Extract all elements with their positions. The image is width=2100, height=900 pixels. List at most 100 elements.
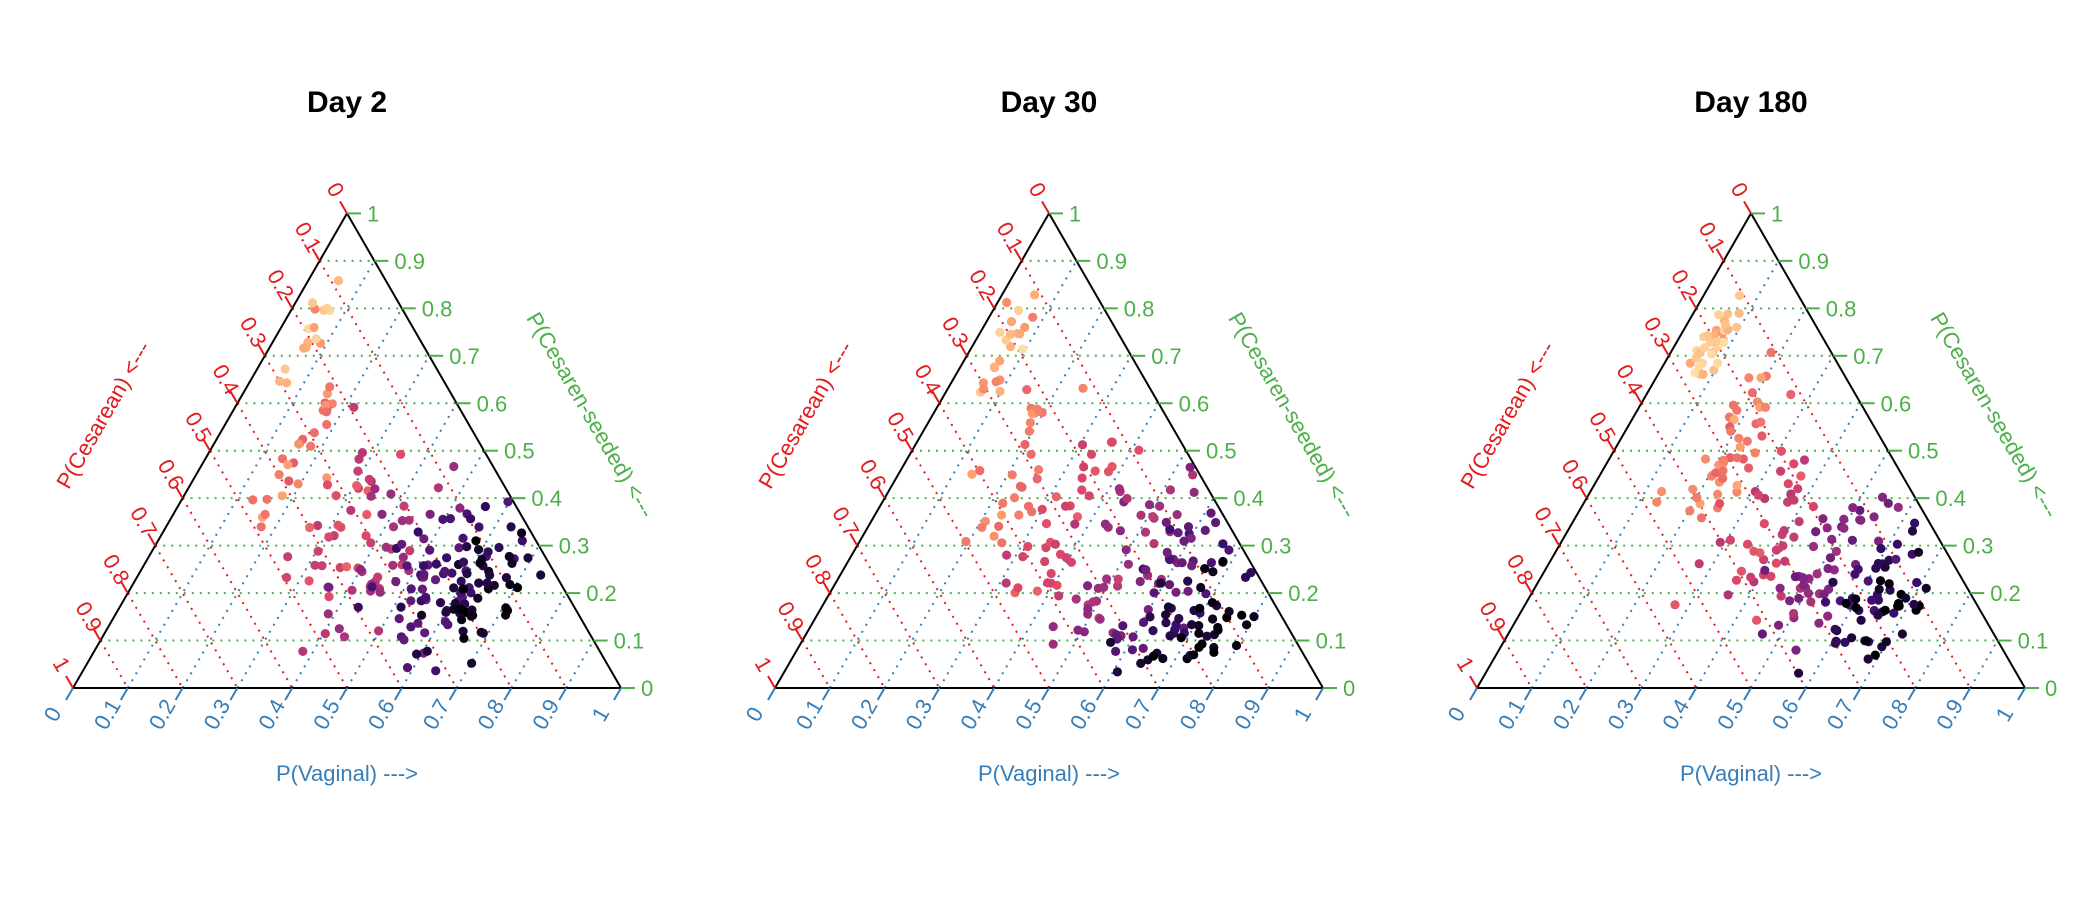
tick-label-seeded: 0.4 xyxy=(531,486,562,511)
tick-cesarean xyxy=(65,675,74,689)
data-point xyxy=(355,564,366,575)
tick-label-vaginal: 0.7 xyxy=(418,695,455,734)
data-point xyxy=(1095,614,1105,624)
tick-cesarean xyxy=(311,248,321,262)
data-point xyxy=(398,552,408,562)
tick-label-vaginal: 0.5 xyxy=(1712,695,1749,734)
data-point xyxy=(1715,498,1725,509)
data-point xyxy=(1237,610,1247,620)
data-point xyxy=(1840,637,1850,648)
tick-label-vaginal: 0.7 xyxy=(1120,695,1157,734)
tick-label-vaginal: 0.8 xyxy=(472,695,509,734)
tick-vaginal xyxy=(1095,687,1105,701)
data-point xyxy=(1851,603,1861,613)
tick-vaginal xyxy=(229,687,239,701)
data-point xyxy=(1794,668,1804,678)
tick-label-vaginal: 1 xyxy=(587,703,615,726)
data-point xyxy=(1757,629,1767,639)
tick-cesarean xyxy=(1041,200,1050,214)
panel-title: Day 2 xyxy=(307,86,387,119)
data-point xyxy=(1246,568,1256,578)
data-point xyxy=(1206,558,1216,568)
data-points xyxy=(961,290,1259,677)
axis-title-cesarean: P(Cesarean) <--- xyxy=(51,337,155,493)
data-point xyxy=(1143,605,1153,615)
data-point xyxy=(1699,343,1710,353)
tick-label-vaginal: 0.5 xyxy=(308,695,345,734)
tick-cesarean xyxy=(931,390,941,404)
data-point xyxy=(1200,564,1210,574)
data-point xyxy=(1144,500,1155,510)
data-point xyxy=(462,569,472,579)
tick-label-cesarean: 0.9 xyxy=(1474,597,1511,636)
tick-label-cesarean: 0.4 xyxy=(909,360,946,399)
data-point xyxy=(298,646,308,657)
tick-label-seeded: 0.7 xyxy=(1853,344,1884,369)
gridline-vaginal xyxy=(1048,450,1187,689)
data-point xyxy=(1820,597,1831,607)
tick-label-vaginal: 0 xyxy=(741,703,769,726)
data-point xyxy=(1165,485,1175,495)
data-point xyxy=(406,584,416,594)
data-point xyxy=(1780,556,1790,566)
gridline-cesarean xyxy=(1558,545,1643,689)
tick-cesarean xyxy=(229,390,239,404)
data-point xyxy=(1015,329,1025,339)
data-point xyxy=(1183,586,1193,596)
tick-label-cesarean: 0.6 xyxy=(855,455,892,494)
tick-label-cesarean: 0.5 xyxy=(1584,407,1621,446)
data-point xyxy=(1213,622,1223,633)
data-point xyxy=(1825,553,1836,563)
gridline-vaginal xyxy=(1585,307,1807,689)
tick-label-seeded: 0 xyxy=(641,676,653,701)
data-point xyxy=(1122,493,1132,504)
tick-label-cesarean: 1 xyxy=(1452,653,1480,676)
data-point xyxy=(1077,440,1088,450)
data-point xyxy=(473,593,483,603)
tick-vaginal xyxy=(339,687,348,701)
data-point xyxy=(1048,639,1058,649)
data-point xyxy=(1873,595,1883,605)
data-point xyxy=(1830,624,1840,635)
data-point xyxy=(1718,455,1728,465)
data-point xyxy=(364,474,374,484)
tick-label-cesarean: 1 xyxy=(48,653,76,676)
data-point xyxy=(1744,463,1754,473)
data-point xyxy=(406,596,416,606)
tick-label-seeded: 0.8 xyxy=(1124,296,1155,321)
data-point xyxy=(1100,519,1110,529)
data-point xyxy=(374,626,384,636)
data-point xyxy=(1165,554,1175,565)
data-point xyxy=(1732,405,1742,415)
data-point xyxy=(454,543,464,553)
data-point xyxy=(1657,486,1667,497)
data-point xyxy=(294,439,304,449)
data-point xyxy=(1113,574,1123,584)
tick-label-cesarean: 0.4 xyxy=(1611,360,1648,399)
data-point xyxy=(1127,645,1137,655)
data-point xyxy=(333,276,344,286)
data-point xyxy=(1700,454,1711,464)
data-point xyxy=(1760,565,1770,576)
tick-label-vaginal: 0.9 xyxy=(527,695,564,734)
data-point xyxy=(1736,566,1747,576)
tick-label-cesarean: 0.8 xyxy=(98,550,135,589)
data-point xyxy=(1017,344,1028,354)
data-point xyxy=(449,604,459,614)
tick-label-cesarean: 0.3 xyxy=(1639,313,1676,352)
data-point xyxy=(413,527,423,537)
tick-label-vaginal: 0.2 xyxy=(144,695,181,734)
data-point xyxy=(1798,574,1809,584)
data-point xyxy=(991,377,1001,387)
tick-label-vaginal: 1 xyxy=(1289,703,1317,726)
data-point xyxy=(256,522,266,532)
data-point xyxy=(1078,383,1088,393)
data-point xyxy=(277,454,288,464)
data-point xyxy=(1156,578,1166,588)
data-point xyxy=(1249,612,1259,622)
tick-vaginal xyxy=(1688,687,1698,701)
data-point xyxy=(1870,650,1880,660)
data-point xyxy=(394,614,404,624)
data-point xyxy=(1224,606,1234,617)
data-point xyxy=(979,384,989,394)
